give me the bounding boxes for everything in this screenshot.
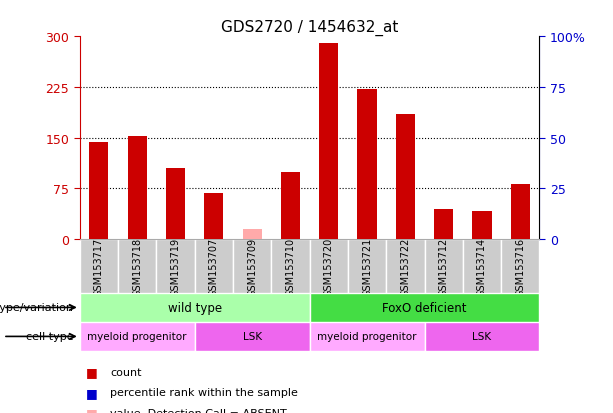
Bar [195,240,233,293]
Bar [310,240,348,293]
Text: GSM153716: GSM153716 [516,237,525,296]
Bar [89,143,109,240]
Bar [166,169,185,240]
Bar [118,240,156,293]
Bar [396,115,415,240]
Text: myeloid progenitor: myeloid progenitor [88,332,187,342]
Text: GSM153718: GSM153718 [132,237,142,296]
Text: GSM153719: GSM153719 [170,237,180,296]
Bar [424,322,539,351]
Text: LSK: LSK [243,332,262,342]
Bar [463,240,501,293]
Bar [80,322,195,351]
Text: GSM153714: GSM153714 [477,237,487,296]
Text: GSM153721: GSM153721 [362,237,372,296]
Text: count: count [110,367,142,377]
Text: cell type: cell type [26,332,74,342]
Bar [271,240,310,293]
Bar [501,240,539,293]
Bar [357,90,376,240]
Bar [424,240,463,293]
Text: myeloid progenitor: myeloid progenitor [318,332,417,342]
Text: genotype/variation: genotype/variation [0,303,74,313]
Text: GSM153710: GSM153710 [286,237,295,296]
Text: GSM153712: GSM153712 [439,237,449,296]
Text: GSM153707: GSM153707 [209,237,219,296]
Bar [319,44,338,240]
Text: FoxO deficient: FoxO deficient [383,301,466,314]
Text: LSK: LSK [473,332,492,342]
Bar [195,322,310,351]
Text: GSM153709: GSM153709 [247,237,257,296]
Text: value, Detection Call = ABSENT: value, Detection Call = ABSENT [110,408,287,413]
Bar [80,293,310,322]
Bar [233,240,271,293]
Bar [386,240,424,293]
Bar [434,209,453,240]
Bar [473,211,492,240]
Bar [348,240,386,293]
Bar [156,240,195,293]
Text: GSM153722: GSM153722 [400,237,410,296]
Bar [243,230,262,240]
Text: ■: ■ [86,365,97,378]
Text: GSM153720: GSM153720 [324,237,333,296]
Bar [80,240,118,293]
Text: ■: ■ [86,406,97,413]
Bar [204,194,223,240]
Text: wild type: wild type [167,301,222,314]
Text: GSM153717: GSM153717 [94,237,104,296]
Bar [281,172,300,240]
Bar [128,137,147,240]
Text: ■: ■ [86,386,97,399]
Title: GDS2720 / 1454632_at: GDS2720 / 1454632_at [221,20,398,36]
Bar [310,293,539,322]
Text: percentile rank within the sample: percentile rank within the sample [110,387,298,397]
Bar [511,184,530,240]
Bar [310,322,424,351]
